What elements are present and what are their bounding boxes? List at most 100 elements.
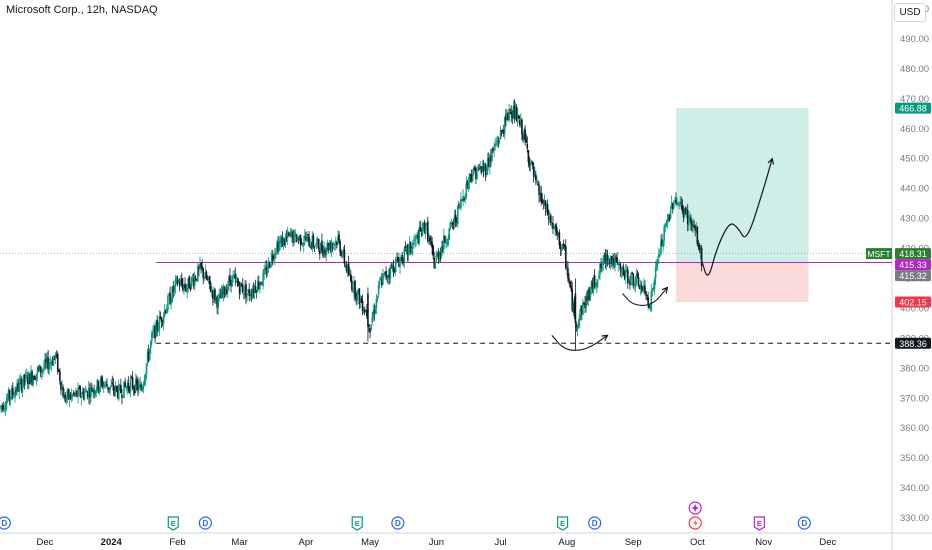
candle [316,238,319,243]
price-label [895,296,931,308]
candle [233,275,236,277]
y-tick-label: 400.00 [900,303,929,314]
candle [121,394,123,398]
candle [579,308,582,313]
candle [296,237,299,241]
candle [471,176,474,182]
candle [401,254,403,262]
candle [546,204,549,216]
candle [569,281,571,287]
price-label-text: 402.15 [899,297,927,307]
candle [299,234,302,245]
candle [145,363,148,375]
candle [125,387,128,389]
candle [52,357,55,366]
candle [446,242,448,245]
spark-icon-glyph [691,504,700,512]
candle [291,231,293,238]
candle [511,116,514,118]
target-zone [675,108,809,263]
candle [695,228,698,231]
candle [12,387,14,395]
candle [203,277,206,279]
candle [659,254,661,255]
candle [150,341,152,349]
candle [223,287,226,295]
candle [59,371,61,382]
candle [86,391,89,398]
candle [188,276,191,289]
candle [494,144,496,147]
candle [1,405,3,407]
candle [274,252,276,259]
candle [538,185,540,196]
candle [514,109,517,120]
candle [197,266,199,282]
candle [194,277,197,280]
candle [524,129,526,140]
candle [614,257,616,267]
candle [605,253,608,264]
candle [43,367,45,369]
candle [364,310,367,313]
x-tick-label: May [361,537,379,548]
candle [558,232,561,246]
candle [336,242,338,246]
candle [216,297,218,308]
candle [436,252,439,257]
candle [427,221,429,242]
candle [297,238,300,240]
candle [479,167,482,170]
candle [142,384,145,390]
earnings-icon-label: E [171,519,176,528]
candle [516,114,519,124]
candle [171,286,173,302]
candle [462,196,464,202]
currency-button[interactable]: USD [894,3,926,22]
candle [399,258,401,268]
candle [264,268,267,269]
candle [109,386,111,390]
candle [327,243,330,250]
candle [363,309,366,312]
candle [596,281,598,287]
candle [133,386,136,394]
candle [639,284,642,290]
candle [667,214,670,222]
candle [174,279,177,287]
candle [585,295,587,309]
candle [19,379,22,380]
candle [284,237,287,243]
cup-arrowhead [601,334,609,342]
y-tick-label: 470.00 [900,94,929,105]
candle [46,356,48,363]
candle [443,235,445,250]
candle [478,168,480,170]
candle [325,250,328,255]
candle [192,278,195,286]
candle [5,400,8,410]
candle [662,240,664,248]
candle [375,298,378,308]
candle [454,214,457,222]
candle [136,379,138,384]
candle [423,223,426,233]
candle [513,105,516,120]
projection-path [701,158,773,276]
candle [66,390,69,397]
candle [81,391,84,395]
candle [342,250,345,253]
candle [414,239,416,242]
candle [281,236,284,247]
price-label-text: 415.33 [899,260,927,270]
candle [0,405,2,407]
candle [655,261,658,268]
candle [96,379,99,391]
candle [602,257,605,265]
dividend-icon-label: D [801,519,807,528]
dividend-icon-label: D [395,519,401,528]
candle [4,407,7,410]
earnings-icon [167,516,179,531]
candle [278,242,280,251]
